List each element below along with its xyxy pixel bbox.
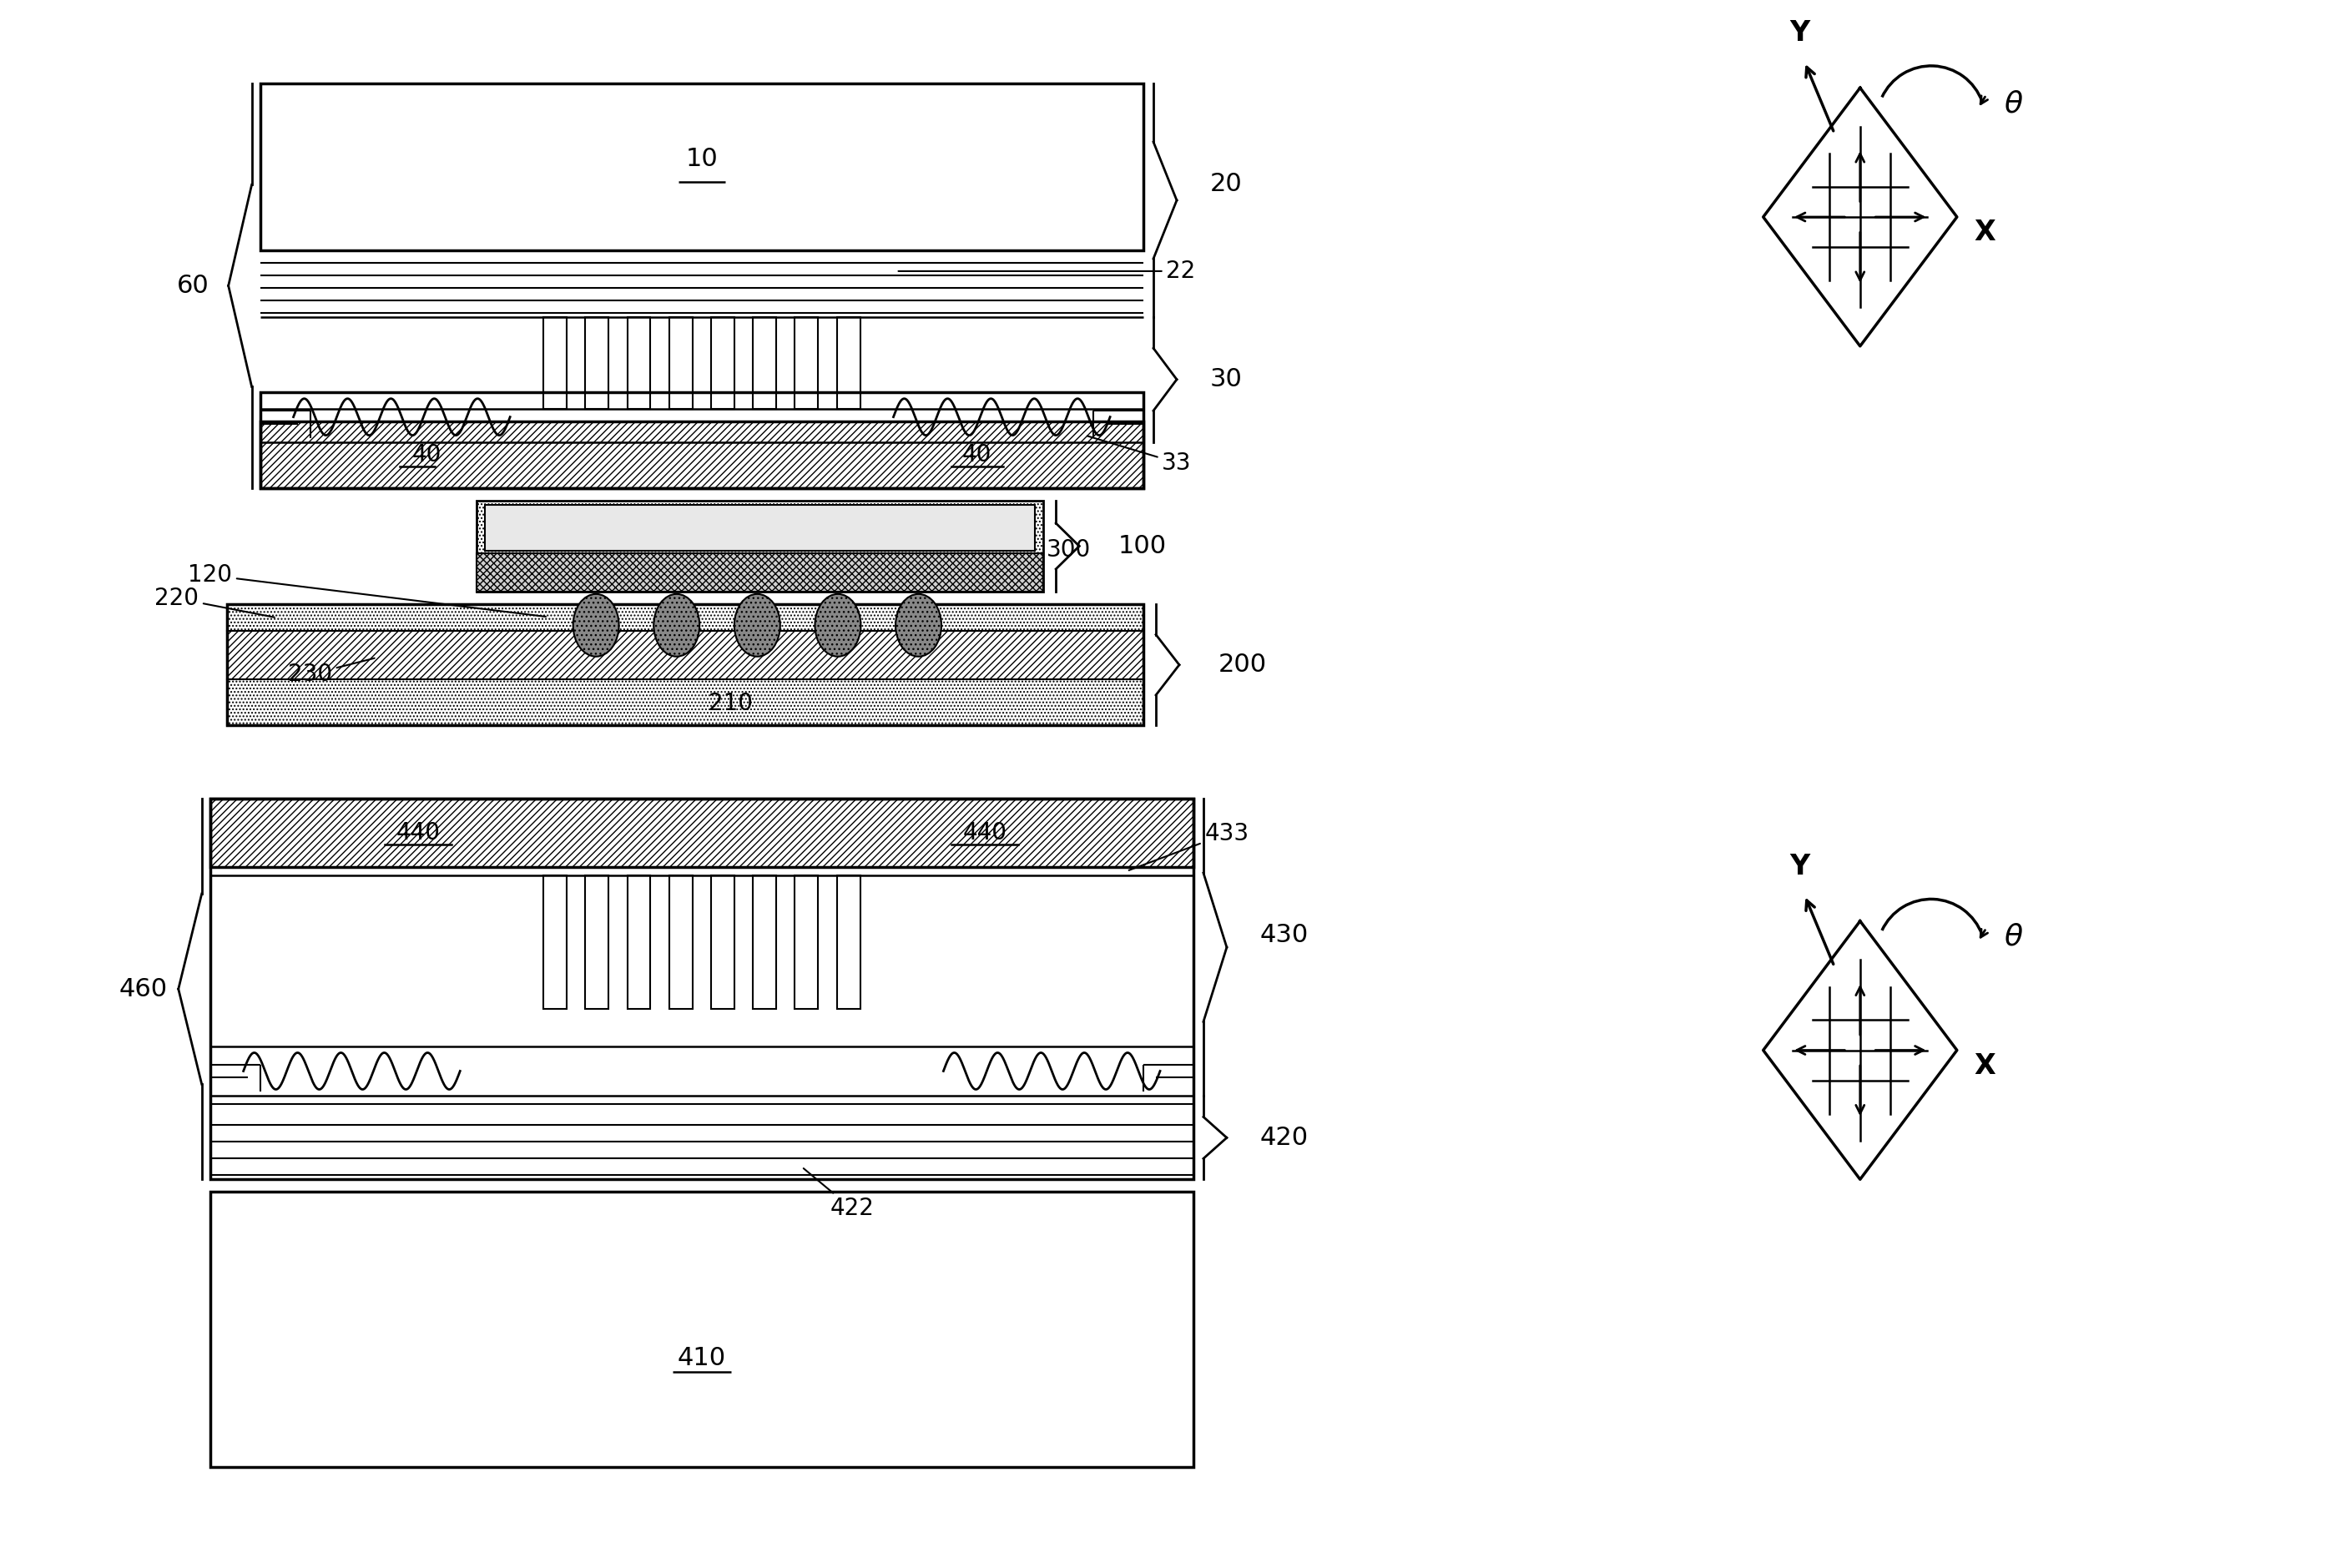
Ellipse shape: [572, 594, 619, 657]
Text: 33: 33: [1086, 436, 1192, 475]
Bar: [228, 679, 1143, 726]
Bar: [544, 317, 568, 409]
Bar: [711, 875, 734, 1008]
Bar: [476, 554, 1044, 593]
Bar: [838, 317, 861, 409]
Bar: [260, 83, 1143, 251]
Bar: [486, 505, 1035, 550]
Bar: [584, 875, 608, 1008]
Text: 20: 20: [1211, 171, 1243, 196]
Text: 422: 422: [805, 1168, 873, 1220]
Text: X: X: [1973, 1052, 1994, 1079]
Bar: [669, 875, 692, 1008]
Bar: [228, 630, 1143, 679]
Bar: [626, 317, 650, 409]
Bar: [211, 798, 1194, 1179]
Text: 420: 420: [1260, 1126, 1309, 1149]
Text: 30: 30: [1211, 367, 1243, 392]
Bar: [260, 422, 1143, 488]
Text: 440: 440: [962, 822, 1006, 845]
Bar: [795, 317, 819, 409]
Text: 120: 120: [188, 563, 547, 616]
Text: X: X: [1973, 218, 1994, 246]
Text: 40: 40: [413, 442, 441, 466]
Text: 410: 410: [678, 1347, 725, 1370]
Text: 220: 220: [155, 586, 274, 618]
Text: 130: 130: [788, 511, 840, 535]
Text: 100: 100: [1119, 535, 1166, 558]
Text: 10: 10: [685, 146, 718, 171]
Bar: [795, 875, 819, 1008]
Bar: [838, 875, 861, 1008]
Bar: [544, 875, 568, 1008]
Bar: [260, 392, 1143, 488]
Bar: [211, 798, 1194, 867]
Text: Y: Y: [1790, 853, 1809, 880]
Bar: [228, 604, 1143, 630]
Text: 210: 210: [708, 691, 753, 715]
Ellipse shape: [814, 594, 861, 657]
Bar: [711, 317, 734, 409]
Text: 440: 440: [396, 822, 441, 845]
Bar: [211, 1192, 1194, 1466]
Text: θ: θ: [2003, 89, 2022, 118]
Text: θ: θ: [2003, 924, 2022, 952]
Text: 300: 300: [1021, 538, 1091, 575]
Bar: [753, 875, 777, 1008]
Bar: [476, 500, 1044, 593]
Ellipse shape: [896, 594, 941, 657]
Bar: [228, 604, 1143, 726]
Text: 200: 200: [1218, 652, 1267, 677]
Ellipse shape: [734, 594, 781, 657]
Text: 230: 230: [289, 659, 375, 687]
Text: 60: 60: [178, 273, 209, 298]
Bar: [669, 317, 692, 409]
Text: 110: 110: [612, 511, 673, 536]
Bar: [753, 317, 777, 409]
Text: 460: 460: [120, 977, 167, 1000]
Bar: [584, 317, 608, 409]
Text: 433: 433: [1128, 822, 1248, 870]
Text: 430: 430: [1260, 922, 1309, 947]
Text: 22: 22: [899, 259, 1196, 282]
Text: 40: 40: [962, 442, 992, 466]
Bar: [626, 875, 650, 1008]
Text: Y: Y: [1790, 19, 1809, 47]
Ellipse shape: [655, 594, 699, 657]
